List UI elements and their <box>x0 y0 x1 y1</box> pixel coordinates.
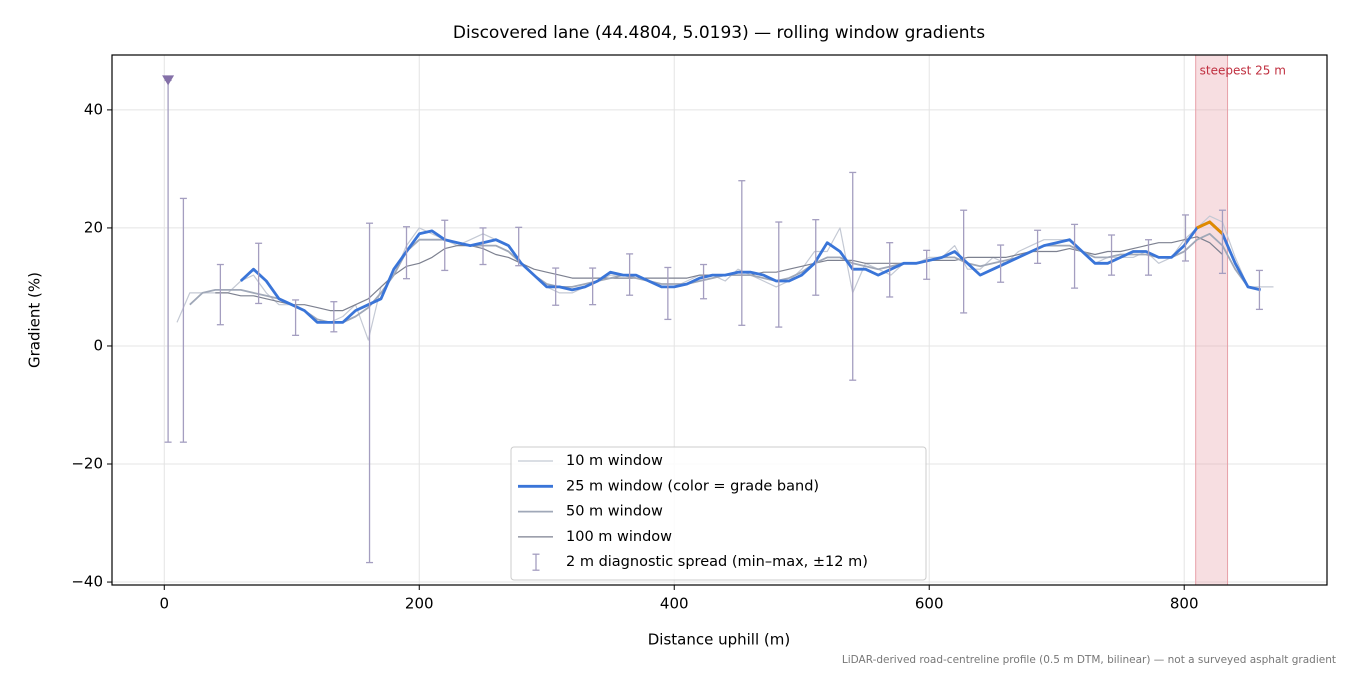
y-tick-label: 20 <box>84 218 103 236</box>
legend-label: 2 m diagnostic spread (min–max, ±12 m) <box>566 554 868 570</box>
highlight-line <box>1196 220 1224 235</box>
x-tick-label: 800 <box>1170 595 1199 613</box>
x-tick-label: 400 <box>660 595 689 613</box>
x-axis-label: Distance uphill (m) <box>648 631 790 649</box>
x-tick-label: 600 <box>915 595 944 613</box>
y-tick-label: −20 <box>71 455 103 473</box>
highlight-label: steepest 25 m <box>1200 64 1286 78</box>
legend-label: 10 m window <box>566 453 663 469</box>
chart-title: Discovered lane (44.4804, 5.0193) — roll… <box>453 23 985 43</box>
grid <box>112 55 1327 585</box>
y-axis-label: Gradient (%) <box>26 272 44 368</box>
x-tick-label: 0 <box>159 595 169 613</box>
legend-label: 50 m window <box>566 504 663 520</box>
axes-frame <box>111 54 1328 586</box>
legend-label: 100 m window <box>566 529 672 545</box>
y-tick-label: −40 <box>71 573 103 591</box>
series-line <box>189 232 1249 324</box>
y-tick-label: 0 <box>93 336 103 354</box>
clip-marker <box>162 75 175 86</box>
legend-label: 25 m window (color = grade band) <box>566 478 819 494</box>
x-tick-label: 200 <box>405 595 434 613</box>
plot-area <box>162 54 1274 586</box>
series-line <box>239 220 1262 324</box>
legend: 10 m window 25 m window (color = grade ba… <box>510 446 927 581</box>
legend-box <box>510 446 927 581</box>
y-tick-label: 40 <box>84 100 103 118</box>
footnote: LiDAR-derived road-centreline profile (0… <box>842 654 1336 666</box>
highlight-span <box>1195 54 1229 586</box>
